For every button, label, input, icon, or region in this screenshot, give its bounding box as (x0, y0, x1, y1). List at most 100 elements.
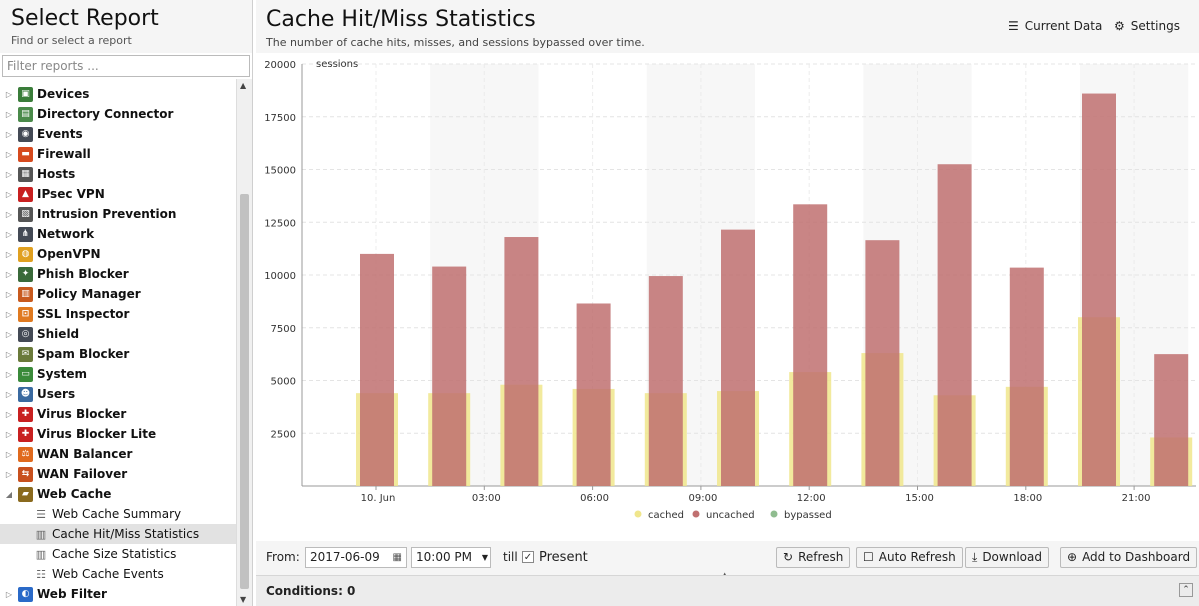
legend-marker-uncached (692, 510, 700, 518)
tree-item-wan-balancer[interactable]: ▷ ⚖ WAN Balancer (0, 444, 236, 464)
conditions-panel[interactable]: Conditions: 0 ⌃ (256, 575, 1199, 606)
expand-arrow-icon[interactable]: ▷ (5, 429, 13, 439)
report-panel: Cache Hit/Miss Statistics The number of … (256, 0, 1199, 606)
expand-arrow-icon[interactable]: ▷ (5, 209, 13, 219)
bar-uncached (648, 276, 683, 486)
auto-refresh-label: Auto Refresh (878, 550, 956, 564)
expand-arrow-icon[interactable]: ▷ (5, 349, 13, 359)
list-icon: ☰ (36, 507, 46, 521)
intrusion-prevention-icon: ▧ (18, 206, 33, 222)
tree-item-devices[interactable]: ▷ ▣ Devices (0, 84, 236, 104)
expand-arrow-icon[interactable]: ▷ (5, 129, 13, 139)
expand-arrow-icon[interactable]: ▷ (5, 469, 13, 479)
expand-arrow-icon[interactable]: ▷ (5, 189, 13, 199)
tree-item-label: Phish Blocker (37, 267, 129, 281)
directory-connector-icon: ▤ (18, 106, 33, 122)
expand-arrow-icon[interactable]: ▷ (5, 589, 13, 599)
expand-arrow-icon[interactable]: ▷ (5, 89, 13, 99)
tree-item-firewall[interactable]: ▷ ▬ Firewall (0, 144, 236, 164)
tree-item-shield[interactable]: ▷ ◎ Shield (0, 324, 236, 344)
expand-arrow-icon[interactable]: ▷ (5, 289, 13, 299)
expand-arrow-icon[interactable]: ▷ (5, 149, 13, 159)
expand-arrow-icon[interactable]: ▷ (5, 169, 13, 179)
collapse-icon[interactable]: ⌃ (1179, 583, 1193, 597)
tree-item-label: Hosts (37, 167, 76, 181)
tree-item-virus-blocker-lite[interactable]: ▷ ✚ Virus Blocker Lite (0, 424, 236, 444)
tree-child-web-cache-events[interactable]: ☷ Web Cache Events (0, 564, 236, 584)
expand-arrow-icon[interactable]: ▷ (5, 269, 13, 279)
tree-item-users[interactable]: ▷ ☻ Users (0, 384, 236, 404)
tree-child-web-cache-summary[interactable]: ☰ Web Cache Summary (0, 504, 236, 524)
tree-item-system[interactable]: ▷ ▭ System (0, 364, 236, 384)
settings-label: Settings (1130, 19, 1180, 33)
tree-item-ipsec-vpn[interactable]: ▷ ▲ IPsec VPN (0, 184, 236, 204)
tree-item-spam-blocker[interactable]: ▷ ✉ Spam Blocker (0, 344, 236, 364)
tree-item-phish-blocker[interactable]: ▷ ✦ Phish Blocker (0, 264, 236, 284)
expand-arrow-icon[interactable]: ▷ (5, 309, 13, 319)
settings-button[interactable]: ⚙ Settings (1114, 19, 1180, 33)
tree-item-intrusion-prevention[interactable]: ▷ ▧ Intrusion Prevention (0, 204, 236, 224)
legend-label-uncached: uncached (706, 510, 755, 521)
tree-item-web-filter[interactable]: ▷ ◐ Web Filter (0, 584, 236, 604)
scroll-down-arrow-icon[interactable]: ▼ (240, 595, 247, 604)
expand-arrow-icon[interactable]: ▷ (5, 109, 13, 119)
present-checkbox[interactable]: ✓ Present (522, 546, 588, 568)
scrollbar-thumb[interactable] (240, 194, 249, 589)
chevron-down-icon[interactable]: ▼ (481, 552, 488, 562)
tree-item-label: Devices (37, 87, 90, 101)
tree-item-label: Virus Blocker Lite (37, 427, 157, 441)
expand-arrow-icon[interactable]: ▷ (5, 369, 13, 379)
users-icon: ☻ (18, 386, 33, 402)
tree-item-ssl-inspector[interactable]: ▷ ⊡ SSL Inspector (0, 304, 236, 324)
calendar-icon[interactable]: ▦ (392, 551, 402, 563)
legend-label-bypassed: bypassed (784, 510, 832, 521)
bar-uncached (432, 266, 467, 486)
expanded-arrow-icon[interactable]: ◢ (5, 489, 13, 499)
bar-uncached (504, 237, 539, 486)
tree-item-label: Web Cache (37, 487, 112, 501)
filter-reports-input[interactable] (2, 55, 250, 77)
current-data-button[interactable]: ☰ Current Data (1008, 19, 1102, 33)
tree-item-virus-blocker[interactable]: ▷ ✚ Virus Blocker (0, 404, 236, 424)
expand-arrow-icon[interactable]: ▷ (5, 329, 13, 339)
virus-blocker-icon: ✚ (18, 406, 33, 422)
download-button[interactable]: ⤓ Download (965, 546, 1049, 568)
tree-item-policy-manager[interactable]: ▷ ▥ Policy Manager (0, 284, 236, 304)
tree-item-events[interactable]: ▷ ◉ Events (0, 124, 236, 144)
tree-child-cache-hit-miss-statistics[interactable]: ▥ Cache Hit/Miss Statistics (0, 524, 236, 544)
cache-hit-miss-chart: 2500 5000 7500 10000 12500 15000 17500 20000 ses… (264, 59, 1196, 521)
report-description: The number of cache hits, misses, and se… (266, 36, 645, 49)
virus-blocker-lite-icon: ✚ (18, 426, 33, 442)
from-date-field[interactable]: 2017-06-09 ▦ (305, 546, 407, 568)
tree-item-label: IPsec VPN (37, 187, 105, 201)
checkbox-checked-icon[interactable]: ✓ (522, 551, 534, 563)
plus-circle-icon: ⊕ (1067, 550, 1078, 564)
tree-item-network[interactable]: ▷ ⋔ Network (0, 224, 236, 244)
bar-chart-icon: ▥ (35, 547, 47, 561)
spam-blocker-icon: ✉ (18, 346, 33, 362)
tree-scrollbar[interactable]: ▲ ▼ (236, 79, 252, 606)
expand-arrow-icon[interactable]: ▷ (5, 249, 13, 259)
tree-item-directory-connector[interactable]: ▷ ▤ Directory Connector (0, 104, 236, 124)
expand-arrow-icon[interactable]: ▷ (5, 449, 13, 459)
tree-item-openvpn[interactable]: ▷ ◍ OpenVPN (0, 244, 236, 264)
tree-item-wan-failover[interactable]: ▷ ⇆ WAN Failover (0, 464, 236, 484)
expand-arrow-icon[interactable]: ▷ (5, 229, 13, 239)
openvpn-icon: ◍ (18, 246, 33, 262)
tree-item-label: SSL Inspector (37, 307, 130, 321)
tree-child-cache-size-statistics[interactable]: ▥ Cache Size Statistics (0, 544, 236, 564)
add-dashboard-label: Add to Dashboard (1082, 550, 1191, 564)
refresh-button[interactable]: ↻ Refresh (776, 546, 851, 568)
from-label: From: (266, 550, 300, 564)
bar-uncached (1154, 354, 1189, 486)
auto-refresh-button[interactable]: ☐ Auto Refresh (856, 546, 963, 568)
add-to-dashboard-button[interactable]: ⊕ Add to Dashboard (1060, 546, 1198, 568)
scroll-up-arrow-icon[interactable]: ▲ (240, 81, 247, 90)
from-time-select[interactable]: 10:00 PM ▼ (411, 546, 491, 568)
expand-arrow-icon[interactable]: ▷ (5, 409, 13, 419)
tree-item-hosts[interactable]: ▷ ▦ Hosts (0, 164, 236, 184)
tree-item-label: Shield (37, 327, 80, 341)
expand-arrow-icon[interactable]: ▷ (5, 389, 13, 399)
tree-item-web-cache[interactable]: ◢ ▰ Web Cache (0, 484, 236, 504)
download-icon: ⤓ (972, 549, 978, 564)
